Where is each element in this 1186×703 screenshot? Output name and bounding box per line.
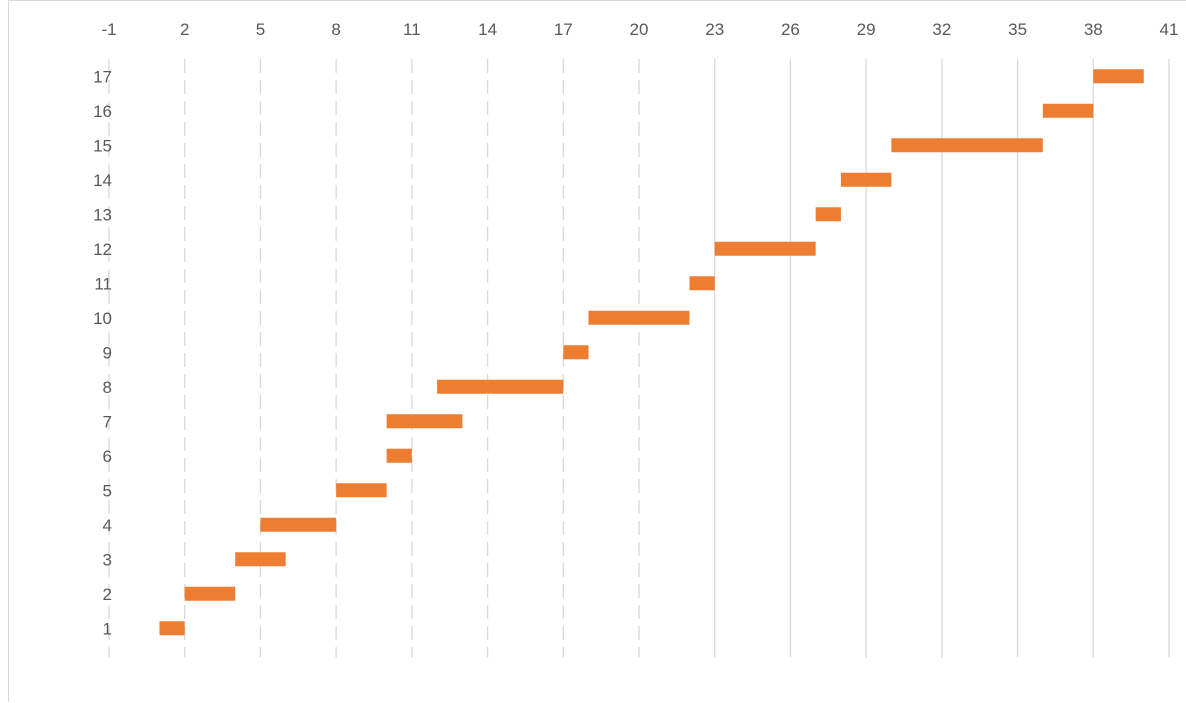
gantt-bar <box>689 276 715 291</box>
y-tick-label: 7 <box>103 412 112 431</box>
y-tick-label: 13 <box>93 205 112 224</box>
x-tick-label: 11 <box>403 20 421 39</box>
y-tick-label: 3 <box>103 550 112 569</box>
x-axis-tick-labels: -1 2 5 8 11 14 17 20 23 26 29 32 35 38 41 <box>101 20 1178 39</box>
chart-area: -1 2 5 8 11 14 17 20 23 26 29 32 35 38 41 1 2 3 4 5 6 7 8 9 10 1… <box>8 0 1186 702</box>
y-tick-label: 8 <box>103 378 112 397</box>
gantt-bar <box>260 517 337 532</box>
gantt-bar <box>1093 69 1144 84</box>
gantt-bar <box>840 172 892 187</box>
gantt-bar <box>159 621 185 636</box>
x-tick-label: 23 <box>705 20 724 39</box>
x-tick-label: 38 <box>1084 20 1103 39</box>
y-tick-label: 10 <box>93 309 112 328</box>
x-tick-label: 41 <box>1160 20 1179 39</box>
y-tick-label: 12 <box>93 240 112 259</box>
gantt-bar <box>336 483 387 498</box>
y-tick-label: 9 <box>103 343 112 362</box>
gantt-chart: -1 2 5 8 11 14 17 20 23 26 29 32 35 38 41 123456789101… <box>93 20 1178 658</box>
x-tick-label: 32 <box>932 20 951 39</box>
x-tick-label: 5 <box>256 20 265 39</box>
x-tick-label: 26 <box>781 20 800 39</box>
x-tick-label: 8 <box>331 20 340 39</box>
x-tick-label: -1 <box>101 20 116 39</box>
gantt-bar <box>714 241 816 256</box>
gantt-bar <box>563 345 589 360</box>
x-tick-label: 17 <box>554 20 573 39</box>
gantt-bar <box>386 448 412 463</box>
gantt-bar <box>588 310 690 325</box>
y-tick-label: 14 <box>93 171 112 190</box>
y-tick-label: 4 <box>103 516 112 535</box>
gantt-bar <box>437 379 564 394</box>
x-tick-label: 20 <box>630 20 649 39</box>
bars <box>159 69 1144 636</box>
x-tick-label: 29 <box>857 20 876 39</box>
y-tick-label: 16 <box>93 102 112 121</box>
gantt-bar <box>1042 103 1094 118</box>
x-tick-label: 35 <box>1008 20 1027 39</box>
gantt-bar <box>815 207 841 222</box>
y-tick-label: 1 <box>103 619 112 638</box>
y-tick-label: 17 <box>93 67 112 86</box>
gantt-bar <box>891 138 1043 153</box>
y-tick-label: 5 <box>103 481 112 500</box>
x-tick-label: 2 <box>180 20 189 39</box>
y-tick-label: 2 <box>103 585 112 604</box>
gantt-bar <box>184 586 236 601</box>
y-tick-label: 15 <box>93 136 112 155</box>
gantt-bar <box>386 414 463 429</box>
y-tick-label: 6 <box>103 447 112 466</box>
x-tick-label: 14 <box>478 20 497 39</box>
gantt-bar <box>235 552 286 567</box>
y-tick-label: 11 <box>94 274 112 293</box>
